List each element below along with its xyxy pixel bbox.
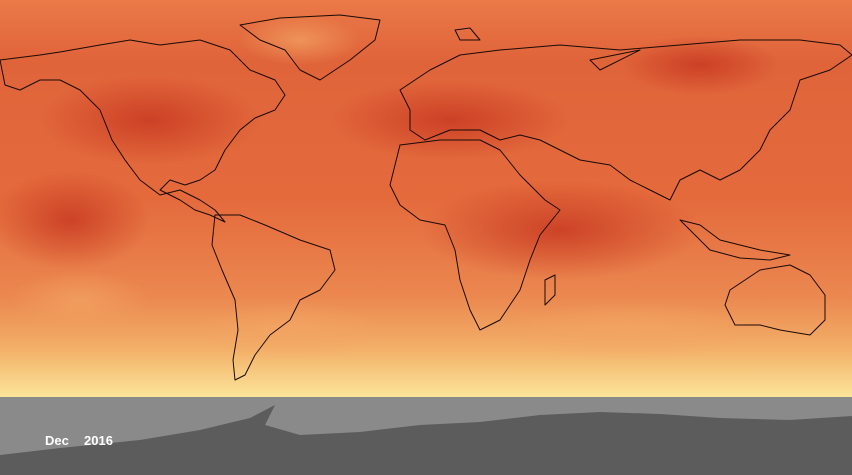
- month-label: Dec: [45, 433, 69, 448]
- year-label: 2016: [84, 433, 113, 448]
- no-data-band: [0, 397, 852, 475]
- coastlines: [0, 14, 852, 381]
- data-field: [0, 0, 852, 397]
